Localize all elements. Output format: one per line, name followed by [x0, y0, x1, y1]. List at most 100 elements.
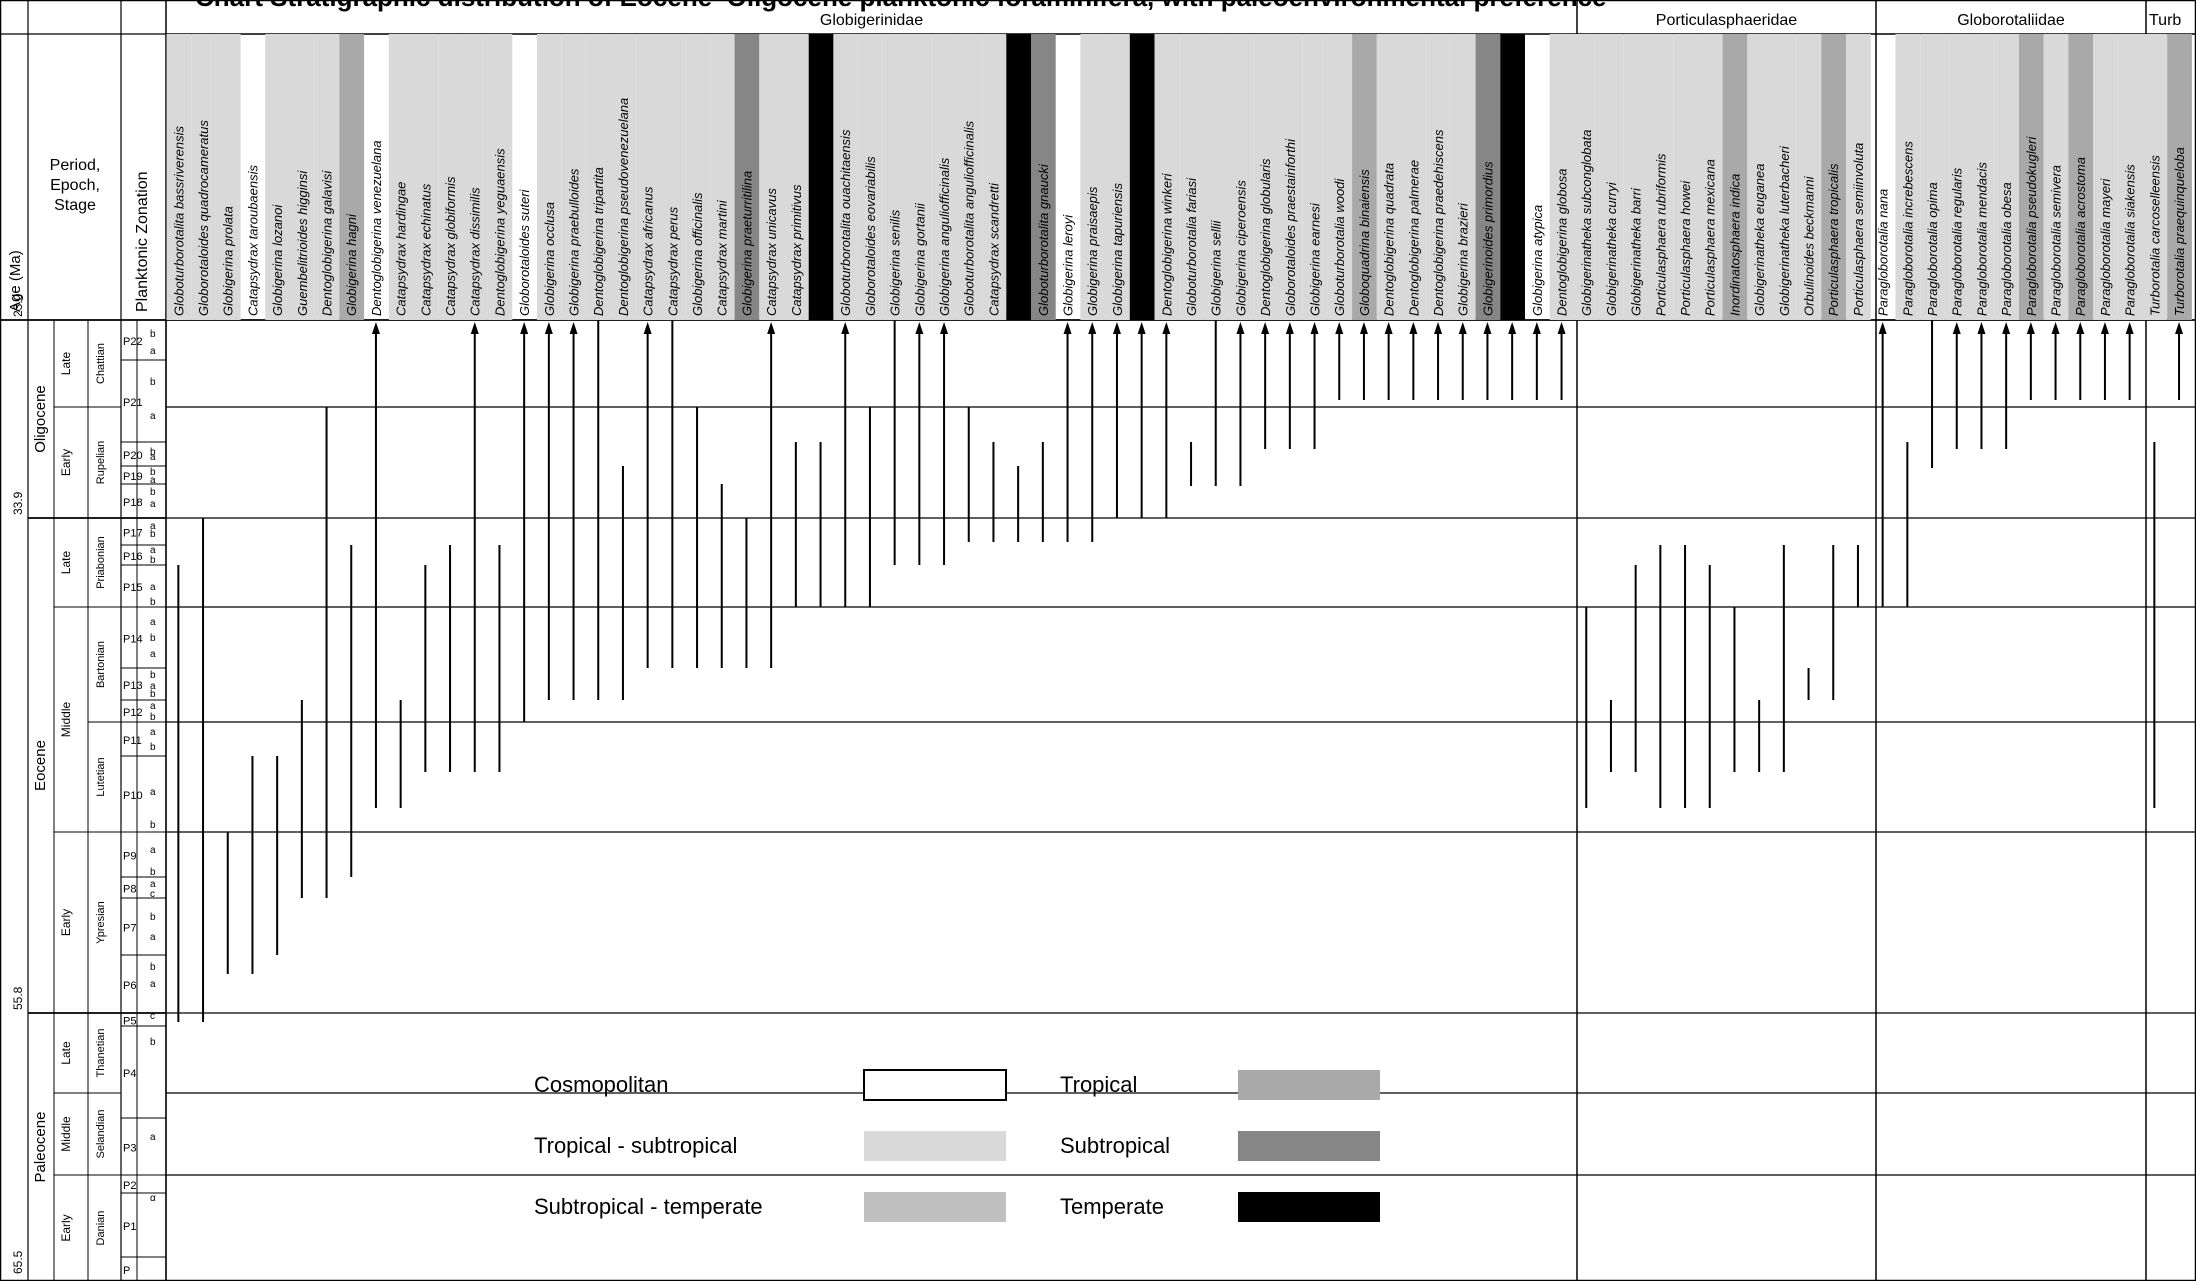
species-label: Globoquadrina binaiensis — [1357, 169, 1372, 316]
subzone-label: b — [150, 742, 156, 753]
pref-band — [1302, 34, 1328, 320]
species-label: Globorotaloides praestainforthi — [1283, 138, 1298, 316]
species-label: Paragloborotalia mendacis — [1974, 162, 1989, 316]
species-column: Globoturborotalita anguliofficinalis — [956, 34, 982, 542]
species-column: Globorotaloides suteri — [517, 188, 532, 722]
legend-swatch — [1238, 1131, 1380, 1161]
family-label: Globigerinidae — [820, 12, 923, 29]
species-label: Globigerinatheka curryi — [1604, 181, 1619, 316]
pref-band — [586, 34, 612, 320]
pref-band — [1796, 34, 1822, 320]
species-column: Paragloborotalia mayeri — [2093, 34, 2118, 400]
zone-label: P18 — [123, 497, 143, 509]
age-label: 23.0 — [11, 293, 25, 317]
zone-label: P14 — [123, 634, 143, 646]
species-label: Dentoglobigerina praedehiscens — [1431, 129, 1446, 316]
species-label: Globigerinatheka barri — [1629, 187, 1644, 316]
zone-label: P6 — [123, 980, 136, 992]
zone-label: P — [123, 1265, 130, 1277]
subzone-label: c — [150, 1011, 155, 1022]
range-arrow — [1384, 322, 1393, 334]
subzone-label: b — [150, 467, 156, 478]
species-column: Globigerina brazieri — [1450, 34, 1476, 400]
subepoch-label: Middle — [59, 1116, 73, 1152]
species-column: Turborotalia carcoselleensis — [2142, 34, 2168, 808]
range-arrow — [2002, 322, 2011, 334]
species-column: Globigerina prolata — [215, 34, 241, 974]
species-column: Dentoglobigerina tripartita — [586, 34, 612, 700]
species-column: Globigerina senilis — [882, 34, 908, 565]
species-column: Globigerina sellii — [1203, 34, 1229, 486]
pref-band — [981, 34, 1007, 320]
pref-band — [2019, 34, 2044, 320]
subzone-label: b — [150, 1037, 156, 1048]
species-label: Paragloborotalia pseudokugleri — [2024, 136, 2039, 316]
pref-band — [1080, 34, 1106, 320]
species-label: Globigerina brazieri — [1456, 202, 1471, 316]
range-arrow — [2076, 322, 2085, 334]
species-label: Globigerinatheka luterbacheri — [1777, 145, 1792, 316]
species-label: Globoturborotalita gnaucki — [1036, 163, 1051, 316]
pref-band — [1426, 34, 1451, 320]
pref-band — [1772, 34, 1797, 320]
zone-header: Planktonic Zonation — [134, 171, 151, 312]
subepoch-label: Middle — [59, 702, 73, 738]
age-label: 55.8 — [11, 986, 25, 1010]
species-label: Globigerinoides primordius — [1480, 161, 1495, 316]
pref-band — [1327, 34, 1353, 320]
species-label: Globigerina ciperoensis — [1233, 180, 1248, 316]
stage-label: Lutetian — [95, 757, 107, 796]
species-column: Catapsydrax perus — [660, 34, 686, 668]
range-arrow — [2175, 322, 2184, 334]
subzone-label: a — [150, 649, 156, 660]
subzone-label: a — [150, 545, 156, 556]
zone-label: P8 — [123, 884, 136, 896]
pref-band — [166, 34, 192, 320]
stage-label: Ypresian — [95, 901, 107, 944]
zone-label: P10 — [123, 790, 143, 802]
range-arrow — [1557, 322, 1566, 334]
species-label: Dentoglobigerina palmerae — [1406, 160, 1421, 316]
species-label: Paragloborotalia obesa — [1999, 182, 2014, 316]
range-arrow — [2100, 322, 2109, 334]
species-column: Paragloborotalia siakensis — [2117, 34, 2143, 400]
pref-band — [2117, 34, 2143, 320]
subzone-label: a — [150, 521, 156, 532]
species-label: Globigerina sellii — [1209, 220, 1224, 316]
pref-band — [1895, 34, 1921, 320]
page-title: Chart Stratigraphic distribution of Eoce… — [195, 0, 1607, 12]
pref-band — [1203, 34, 1229, 320]
species-label: Catapsydrax perus — [665, 206, 680, 316]
species-column: Catapsydrax scandretti — [981, 34, 1007, 542]
species-column: Globoquadrina binaiensis — [1352, 34, 1377, 400]
subepoch-label: Late — [59, 550, 73, 574]
species-column: Globigerinatheka subconglobata — [1574, 34, 1600, 808]
pref-band — [1920, 34, 1945, 320]
species-label: Catapsydrax echinatus — [418, 183, 433, 316]
pref-band — [1105, 34, 1130, 320]
pref-band — [660, 34, 686, 320]
range-arrow — [1236, 322, 1245, 334]
legend-label: Subtropical — [1060, 1133, 1170, 1158]
legend-label: Cosmopolitan — [534, 1072, 669, 1097]
species-label: Globigerinatheka subconglobata — [1579, 130, 1594, 316]
pref-band — [1450, 34, 1476, 320]
range-arrow — [2125, 322, 2134, 334]
species-column: Paragloborotalia pseudokugleri — [2019, 34, 2044, 400]
species-label: Turborotalia carcoselleensis — [2147, 155, 2162, 316]
species-label: Catapsydrax martini — [715, 199, 730, 316]
pref-band — [290, 34, 315, 320]
species-column: Globigerina tapuriensis — [1105, 34, 1130, 518]
species-label: Guembelitrioides higginsi — [295, 170, 310, 316]
range-arrow — [1162, 322, 1171, 334]
species-column: Globigerinoides primordius — [1475, 34, 1501, 400]
species-label: Globorotaloides quadrocameratus — [196, 120, 211, 316]
subepoch-label: Early — [59, 909, 73, 936]
range-arrow — [643, 322, 652, 334]
subzone-label: a — [150, 787, 156, 798]
species-label: Catapsydrax primitivus — [789, 184, 804, 316]
species-column: Globigerina brevis — [1006, 34, 1031, 542]
range-arrow — [915, 322, 924, 334]
pref-band — [685, 34, 710, 320]
species-column: Globigerinatheka euganea — [1747, 34, 1772, 772]
